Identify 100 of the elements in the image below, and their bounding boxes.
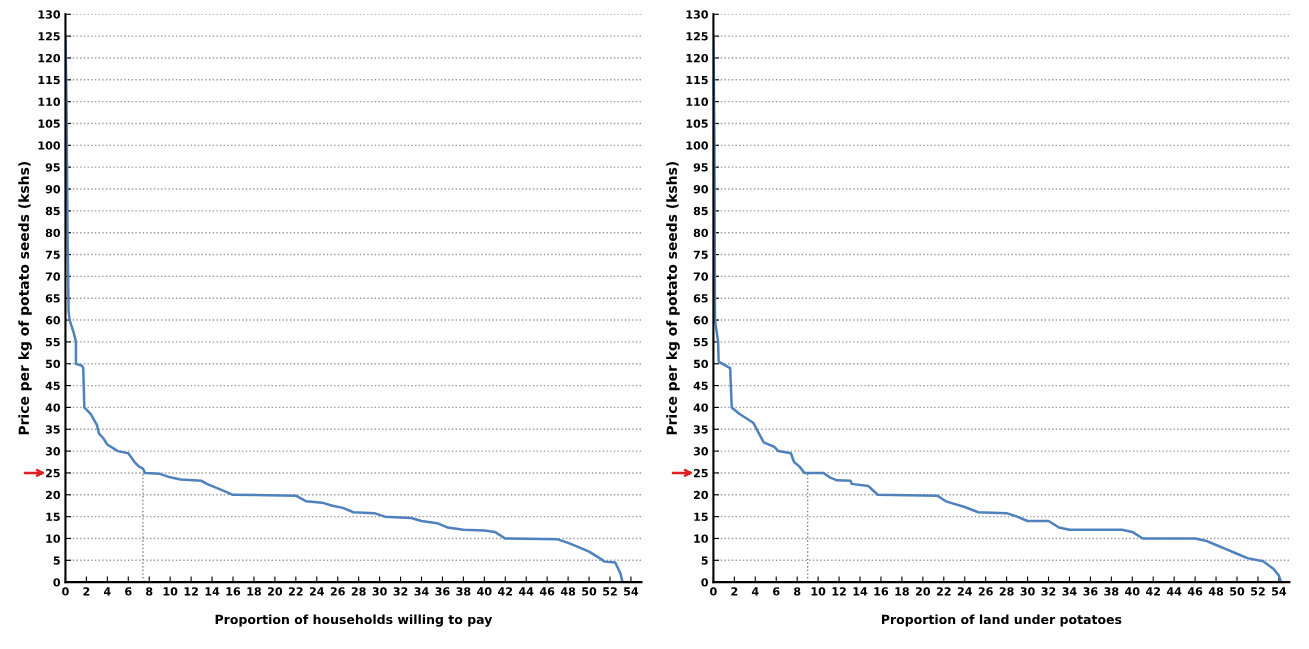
x-tick-label: 8 — [146, 587, 153, 596]
x-tick-label: 6 — [773, 587, 780, 596]
y-tick-label: 50 — [693, 359, 709, 369]
y-tick-label: 60 — [45, 316, 61, 325]
y-tick-label: 110 — [38, 97, 61, 107]
x-tick-label: 18 — [895, 587, 909, 596]
x-tick-label: 20 — [915, 587, 931, 596]
x-tick-label: 30 — [372, 587, 387, 596]
y-tick-label: 90 — [45, 184, 61, 194]
y-tick-label: 120 — [686, 53, 709, 63]
y-tick-label: 40 — [693, 403, 709, 412]
x-tick-label: 36 — [1083, 587, 1098, 596]
y-tick-label: 25 — [693, 468, 708, 478]
x-tick-label: 22 — [936, 587, 951, 596]
y-tick-label: 95 — [45, 163, 60, 172]
line-series — [713, 34, 1283, 583]
x-tick-label: 6 — [125, 587, 132, 596]
x-tick-label: 4 — [103, 587, 111, 596]
y-tick-label: 90 — [693, 184, 709, 194]
y-tick-label: 105 — [686, 119, 708, 128]
x-tick-label: 52 — [1251, 587, 1265, 596]
y-tick-label: 15 — [46, 512, 60, 522]
y-tick-label: 55 — [693, 338, 708, 347]
x-tick-label: 32 — [393, 587, 408, 596]
x-tick-label: 16 — [226, 587, 241, 596]
line-series — [65, 34, 624, 583]
x-tick-label: 36 — [435, 587, 450, 596]
y-tick-label: 5 — [701, 556, 708, 565]
x-tick-label: 24 — [309, 587, 324, 596]
x-tick-label: 10 — [811, 587, 826, 596]
y-tick-label: 0 — [701, 578, 709, 587]
y-tick-label: 85 — [45, 206, 60, 216]
y-tick-label: 130 — [38, 10, 61, 19]
y-tick-label: 70 — [45, 272, 61, 281]
x-tick-label: 44 — [1166, 587, 1182, 596]
x-tick-label: 42 — [1146, 587, 1160, 596]
y-tick-label: 130 — [686, 10, 709, 19]
y-tick-label: 5 — [53, 556, 60, 565]
y-tick-label: 40 — [45, 403, 61, 412]
x-tick-label: 28 — [351, 587, 366, 596]
y-tick-label: 65 — [45, 294, 60, 303]
y-tick-label: 125 — [38, 32, 60, 41]
x-tick-label: 32 — [1041, 587, 1056, 596]
y-tick-label: 50 — [45, 359, 61, 369]
x-tick-label: 46 — [1187, 587, 1203, 596]
x-tick-label: 14 — [853, 587, 868, 596]
x-tick-label: 0 — [62, 587, 69, 596]
y-tick-label: 115 — [686, 75, 708, 85]
x-tick-label: 26 — [330, 587, 345, 596]
x-tick-label: 26 — [978, 587, 993, 596]
y-tick-label: 30 — [693, 447, 709, 456]
y-tick-label: 60 — [693, 316, 709, 325]
x-tick-label: 40 — [477, 587, 492, 596]
x-tick-label: 8 — [793, 587, 801, 596]
x-tick-label: 54 — [1272, 587, 1287, 596]
x-tick-label: 48 — [560, 587, 576, 596]
x-tick-label: 42 — [498, 587, 513, 596]
x-tick-label: 38 — [1104, 587, 1119, 596]
x-tick-label: 18 — [247, 587, 261, 596]
y-tick-label: 35 — [693, 425, 708, 434]
y-tick-label: 20 — [693, 490, 709, 500]
x-tick-label: 14 — [205, 587, 220, 596]
x-tick-label: 16 — [874, 587, 889, 596]
x-tick-label: 52 — [603, 587, 617, 596]
x-tick-label: 12 — [184, 587, 198, 596]
x-tick-label: 34 — [414, 587, 429, 596]
y-tick-label: 120 — [38, 53, 61, 63]
y-tick-label: 0 — [53, 578, 61, 587]
y-tick-label: 75 — [45, 250, 60, 259]
x-tick-label: 22 — [288, 587, 303, 596]
x-tick-label: 12 — [832, 587, 846, 596]
x-tick-label: 0 — [710, 587, 717, 596]
y-tick-label: 10 — [694, 534, 709, 543]
y-tick-label: 125 — [686, 32, 708, 41]
x-tick-label: 34 — [1062, 587, 1077, 596]
y-tick-label: 55 — [45, 338, 60, 347]
x-axis-title: Proportion of land under potatoes — [881, 614, 1122, 627]
x-tick-label: 44 — [518, 587, 534, 596]
y-tick-label: 25 — [46, 468, 60, 478]
x-tick-label: 28 — [999, 587, 1014, 596]
y-tick-label: 35 — [45, 425, 60, 434]
y-tick-label: 45 — [45, 381, 60, 390]
y-tick-label: 15 — [694, 512, 708, 522]
y-tick-label: 85 — [693, 206, 708, 216]
x-tick-label: 2 — [83, 587, 90, 596]
y-tick-label: 65 — [693, 294, 708, 303]
y-tick-label: 110 — [686, 97, 709, 107]
y-axis-title: Price per kg of potato seeds (kshs) — [666, 162, 680, 435]
y-tick-label: 115 — [38, 75, 60, 85]
x-tick-label: 2 — [731, 587, 738, 596]
y-tick-label: 105 — [38, 119, 60, 128]
x-tick-label: 50 — [582, 587, 597, 596]
x-tick-label: 54 — [624, 587, 639, 596]
y-tick-label: 95 — [693, 163, 708, 172]
y-axis-title: Price per kg of potato seeds (kshs) — [18, 162, 32, 435]
x-tick-label: 10 — [163, 587, 178, 596]
x-tick-label: 24 — [957, 587, 972, 596]
x-tick-label: 46 — [539, 587, 555, 596]
y-tick-label: 80 — [693, 228, 709, 238]
x-tick-label: 50 — [1230, 587, 1245, 596]
